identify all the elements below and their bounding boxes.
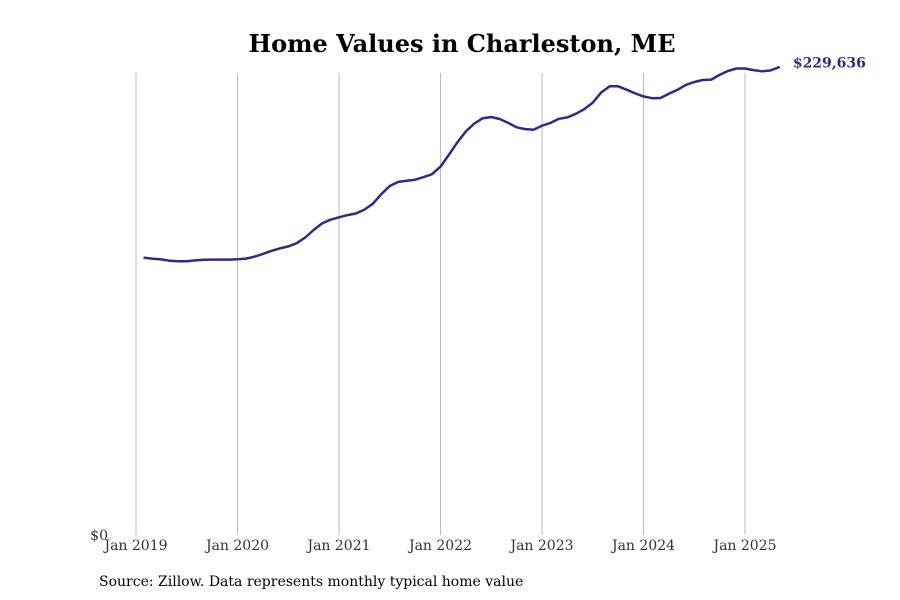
x-tick-label: Jan 2020	[204, 538, 269, 554]
x-tick-label: Jan 2025	[711, 538, 776, 554]
end-value-label: $229,636	[793, 55, 866, 71]
x-tick-label: Jan 2022	[407, 538, 472, 554]
label-layer: $229,636	[793, 55, 866, 71]
x-tick-label: Jan 2019	[102, 538, 167, 554]
series-layer	[143, 66, 781, 263]
x-tick-label: Jan 2021	[305, 538, 370, 554]
x-tick-label: Jan 2024	[610, 538, 675, 554]
chart-title: Home Values in Charleston, ME	[248, 29, 676, 58]
series-line-0	[143, 66, 781, 263]
grid-lines	[135, 73, 746, 535]
y-tick-label: $0	[90, 528, 108, 544]
source-note: Source: Zillow. Data represents monthly …	[99, 574, 524, 590]
axis-ticks: Jan 2019 Jan 2020 Jan 2021 Jan 2022 Jan 2023…	[90, 528, 776, 554]
x-tick-label: Jan 2023	[508, 538, 573, 554]
